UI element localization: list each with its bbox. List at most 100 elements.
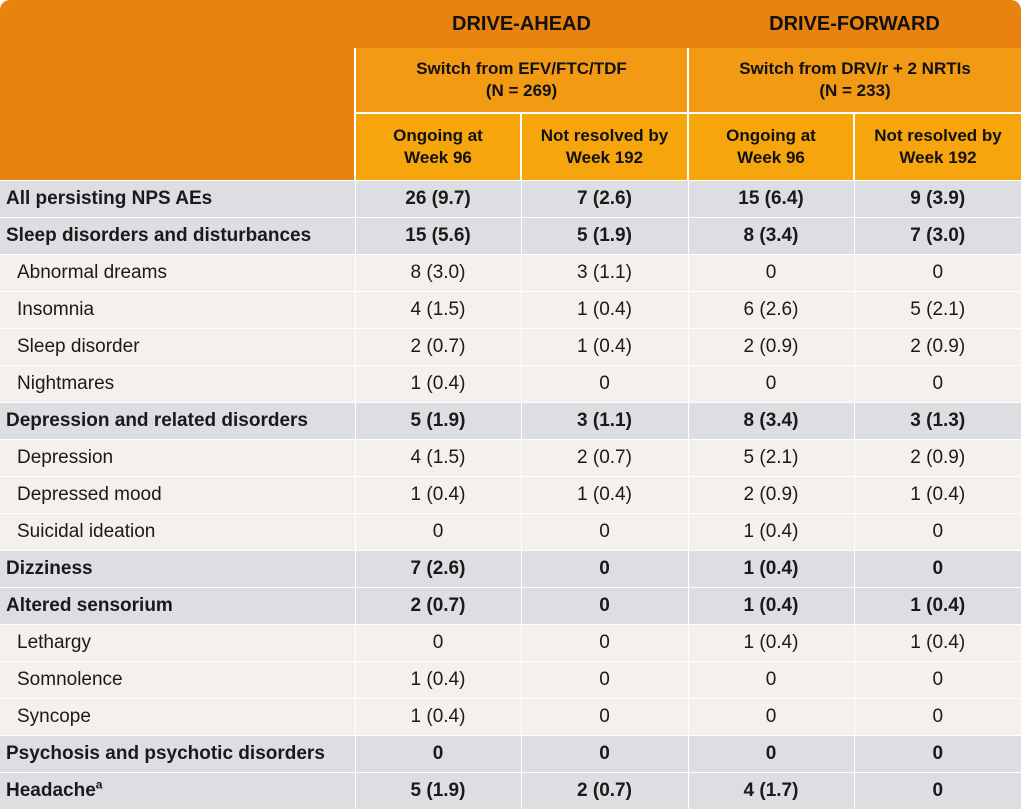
value-cell: 2 (0.9)	[854, 440, 1021, 477]
column-header-line1: Not resolved by	[855, 125, 1021, 147]
value-cell: 4 (1.7)	[688, 773, 854, 809]
value-cell: 8 (3.4)	[688, 218, 854, 255]
row-label: Suicidal ideation	[0, 514, 355, 551]
value-cell: 3 (1.1)	[521, 403, 688, 440]
value-cell: 0	[854, 773, 1021, 809]
column-header-ahead-week96: Ongoing at Week 96	[355, 113, 521, 181]
row-label: All persisting NPS AEs	[0, 181, 355, 218]
value-cell: 6 (2.6)	[688, 292, 854, 329]
value-cell: 1 (0.4)	[854, 477, 1021, 514]
value-cell: 4 (1.5)	[355, 440, 521, 477]
value-cell: 0	[854, 736, 1021, 773]
row-label-text: Altered sensorium	[6, 595, 173, 616]
row-label: Lethargy	[0, 625, 355, 662]
value-cell: 0	[688, 366, 854, 403]
study-header-row: DRIVE-AHEAD DRIVE-FORWARD	[0, 0, 1021, 48]
value-cell: 7 (3.0)	[854, 218, 1021, 255]
row-label-text: Abnormal dreams	[17, 262, 167, 283]
row-label: Insomnia	[0, 292, 355, 329]
value-cell: 3 (1.3)	[854, 403, 1021, 440]
row-label: Syncope	[0, 699, 355, 736]
value-cell: 26 (9.7)	[355, 181, 521, 218]
row-label-text: Suicidal ideation	[17, 521, 155, 542]
row-label-text: Insomnia	[17, 299, 94, 320]
column-header-line1: Ongoing at	[689, 125, 853, 147]
value-cell: 0	[854, 514, 1021, 551]
row-label-text: Lethargy	[17, 632, 91, 653]
value-cell: 2 (0.9)	[688, 477, 854, 514]
footnote-marker: a	[96, 778, 103, 792]
study-header-drive-ahead: DRIVE-AHEAD	[355, 0, 688, 48]
value-cell: 2 (0.7)	[521, 773, 688, 809]
row-label-text: Depression	[17, 447, 113, 468]
value-cell: 0	[521, 625, 688, 662]
row-label: Headachea	[0, 773, 355, 809]
value-cell: 5 (1.9)	[521, 218, 688, 255]
value-cell: 1 (0.4)	[355, 699, 521, 736]
row-label: Depression and related disorders	[0, 403, 355, 440]
subcategory-row: Insomnia 4 (1.5)1 (0.4)6 (2.6)5 (2.1)	[0, 292, 1021, 329]
population-header-drive-ahead: Switch from EFV/FTC/TDF (N = 269)	[355, 48, 688, 113]
row-label: Depressed mood	[0, 477, 355, 514]
value-cell: 2 (0.9)	[854, 329, 1021, 366]
value-cell: 1 (0.4)	[854, 588, 1021, 625]
row-label-text: Dizziness	[6, 558, 93, 579]
value-cell: 0	[355, 736, 521, 773]
value-cell: 0	[854, 662, 1021, 699]
value-cell: 15 (6.4)	[688, 181, 854, 218]
value-cell: 0	[854, 255, 1021, 292]
value-cell: 0	[521, 588, 688, 625]
value-cell: 0	[688, 736, 854, 773]
value-cell: 1 (0.4)	[688, 588, 854, 625]
row-label-text: Depressed mood	[17, 484, 162, 505]
value-cell: 1 (0.4)	[854, 625, 1021, 662]
value-cell: 1 (0.4)	[688, 514, 854, 551]
value-cell: 2 (0.7)	[355, 329, 521, 366]
row-label: Sleep disorder	[0, 329, 355, 366]
column-header-forward-week192: Not resolved by Week 192	[854, 113, 1021, 181]
value-cell: 5 (2.1)	[854, 292, 1021, 329]
value-cell: 0	[688, 662, 854, 699]
value-cell: 0	[854, 699, 1021, 736]
population-line2: (N = 269)	[356, 80, 687, 102]
value-cell: 5 (1.9)	[355, 403, 521, 440]
value-cell: 1 (0.4)	[688, 551, 854, 588]
value-cell: 0	[854, 366, 1021, 403]
value-cell: 0	[521, 514, 688, 551]
column-header-line2: Week 96	[689, 147, 853, 169]
row-label-text: Headache	[6, 780, 96, 801]
value-cell: 9 (3.9)	[854, 181, 1021, 218]
value-cell: 0	[688, 255, 854, 292]
study-header-drive-forward: DRIVE-FORWARD	[688, 0, 1021, 48]
nps-ae-table-panel: DRIVE-AHEAD DRIVE-FORWARD Switch from EF…	[0, 0, 1023, 788]
value-cell: 5 (1.9)	[355, 773, 521, 809]
value-cell: 1 (0.4)	[521, 292, 688, 329]
row-label: Abnormal dreams	[0, 255, 355, 292]
value-cell: 0	[521, 699, 688, 736]
population-line1: Switch from DRV/r + 2 NRTIs	[689, 58, 1021, 80]
row-label: Dizziness	[0, 551, 355, 588]
row-label-text: Sleep disorder	[17, 336, 140, 357]
row-label-text: Nightmares	[17, 373, 114, 394]
value-cell: 7 (2.6)	[521, 181, 688, 218]
value-cell: 1 (0.4)	[688, 625, 854, 662]
row-label-text: Syncope	[17, 706, 91, 727]
value-cell: 1 (0.4)	[355, 477, 521, 514]
value-cell: 0	[521, 551, 688, 588]
row-label-text: All persisting NPS AEs	[6, 188, 212, 209]
column-header-ahead-week192: Not resolved by Week 192	[521, 113, 688, 181]
row-label-text: Psychosis and psychotic disorders	[6, 743, 325, 764]
value-cell: 7 (2.6)	[355, 551, 521, 588]
header-corner	[0, 0, 355, 181]
value-cell: 0	[355, 625, 521, 662]
value-cell: 4 (1.5)	[355, 292, 521, 329]
